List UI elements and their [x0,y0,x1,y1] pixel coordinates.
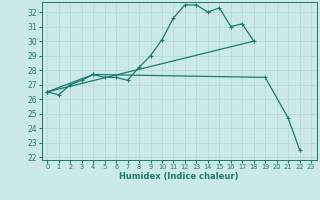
X-axis label: Humidex (Indice chaleur): Humidex (Indice chaleur) [119,172,239,181]
